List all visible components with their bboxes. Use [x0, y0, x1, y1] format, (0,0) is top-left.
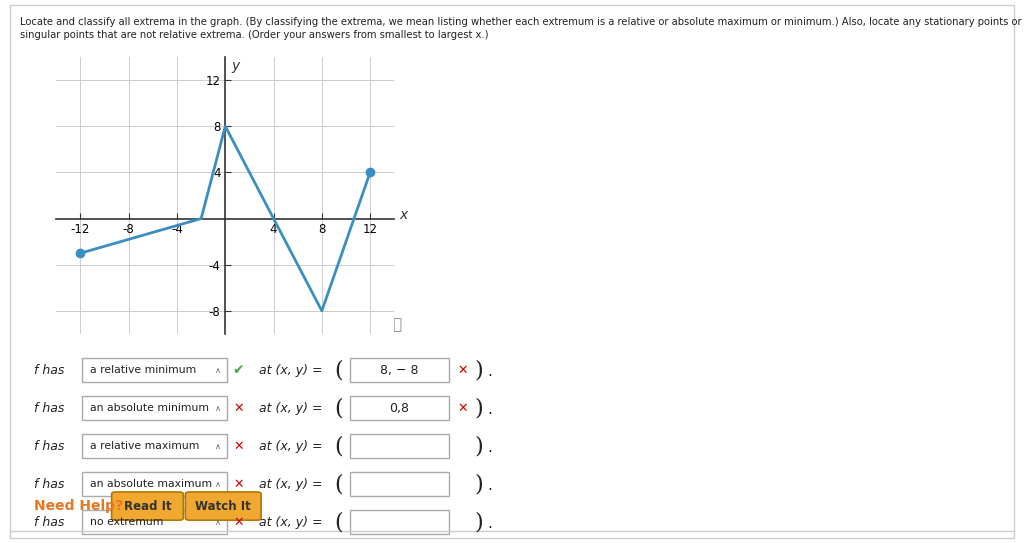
Text: ): ) — [475, 435, 483, 457]
FancyBboxPatch shape — [350, 396, 449, 420]
Text: ): ) — [475, 397, 483, 419]
Text: ✕: ✕ — [233, 516, 244, 529]
Text: ): ) — [475, 359, 483, 381]
FancyBboxPatch shape — [350, 434, 449, 458]
Text: x: x — [399, 208, 408, 222]
Text: (: ( — [335, 359, 343, 381]
Text: ): ) — [475, 473, 483, 495]
Text: ✕: ✕ — [458, 402, 468, 415]
Text: at (x, y) =: at (x, y) = — [259, 402, 323, 415]
FancyBboxPatch shape — [350, 358, 449, 382]
Text: ∧: ∧ — [215, 480, 221, 489]
Text: an absolute maximum: an absolute maximum — [90, 479, 212, 489]
FancyBboxPatch shape — [185, 492, 261, 520]
Text: f has: f has — [34, 478, 65, 491]
Text: .: . — [487, 516, 493, 532]
Text: at (x, y) =: at (x, y) = — [259, 364, 323, 377]
Text: .: . — [487, 440, 493, 456]
FancyBboxPatch shape — [82, 472, 227, 496]
Text: (: ( — [335, 435, 343, 457]
FancyBboxPatch shape — [112, 492, 183, 520]
FancyBboxPatch shape — [10, 5, 1014, 538]
Text: ✕: ✕ — [233, 440, 244, 453]
Text: a relative maximum: a relative maximum — [90, 441, 200, 451]
Text: ∧: ∧ — [215, 442, 221, 451]
Text: at (x, y) =: at (x, y) = — [259, 440, 323, 453]
Text: f has: f has — [34, 402, 65, 415]
Text: ∧: ∧ — [215, 518, 221, 527]
FancyBboxPatch shape — [350, 472, 449, 496]
FancyBboxPatch shape — [82, 396, 227, 420]
Text: ∧: ∧ — [215, 404, 221, 413]
Text: f has: f has — [34, 440, 65, 453]
Text: Need Help?: Need Help? — [34, 499, 123, 513]
Text: Watch It: Watch It — [196, 500, 251, 513]
Text: at (x, y) =: at (x, y) = — [259, 516, 323, 529]
FancyBboxPatch shape — [82, 358, 227, 382]
Text: ✕: ✕ — [233, 478, 244, 491]
Text: .: . — [487, 402, 493, 418]
Text: ✔: ✔ — [232, 363, 245, 377]
Text: no extremum: no extremum — [90, 517, 164, 527]
Text: ): ) — [475, 512, 483, 533]
Text: .: . — [487, 364, 493, 380]
FancyBboxPatch shape — [82, 510, 227, 534]
Text: 0,8: 0,8 — [389, 402, 410, 415]
Text: an absolute minimum: an absolute minimum — [90, 403, 209, 413]
Text: ∧: ∧ — [215, 366, 221, 375]
Text: Read It: Read It — [124, 500, 171, 513]
Text: Locate and classify all extrema in the graph. (By classifying the extrema, we me: Locate and classify all extrema in the g… — [20, 17, 1022, 27]
FancyBboxPatch shape — [82, 434, 227, 458]
Text: f has: f has — [34, 364, 65, 377]
Text: (: ( — [335, 512, 343, 533]
Text: ✕: ✕ — [458, 364, 468, 377]
Text: .: . — [487, 478, 493, 494]
Text: ✕: ✕ — [233, 402, 244, 415]
Text: (: ( — [335, 397, 343, 419]
Text: at (x, y) =: at (x, y) = — [259, 478, 323, 491]
Text: ⓘ: ⓘ — [393, 317, 401, 332]
Text: y: y — [231, 59, 240, 73]
Text: singular points that are not relative extrema. (Order your answers from smallest: singular points that are not relative ex… — [20, 30, 489, 40]
Text: f has: f has — [34, 516, 65, 529]
FancyBboxPatch shape — [350, 510, 449, 534]
Text: a relative minimum: a relative minimum — [90, 365, 197, 375]
Text: (: ( — [335, 473, 343, 495]
Text: 8, − 8: 8, − 8 — [380, 364, 419, 377]
